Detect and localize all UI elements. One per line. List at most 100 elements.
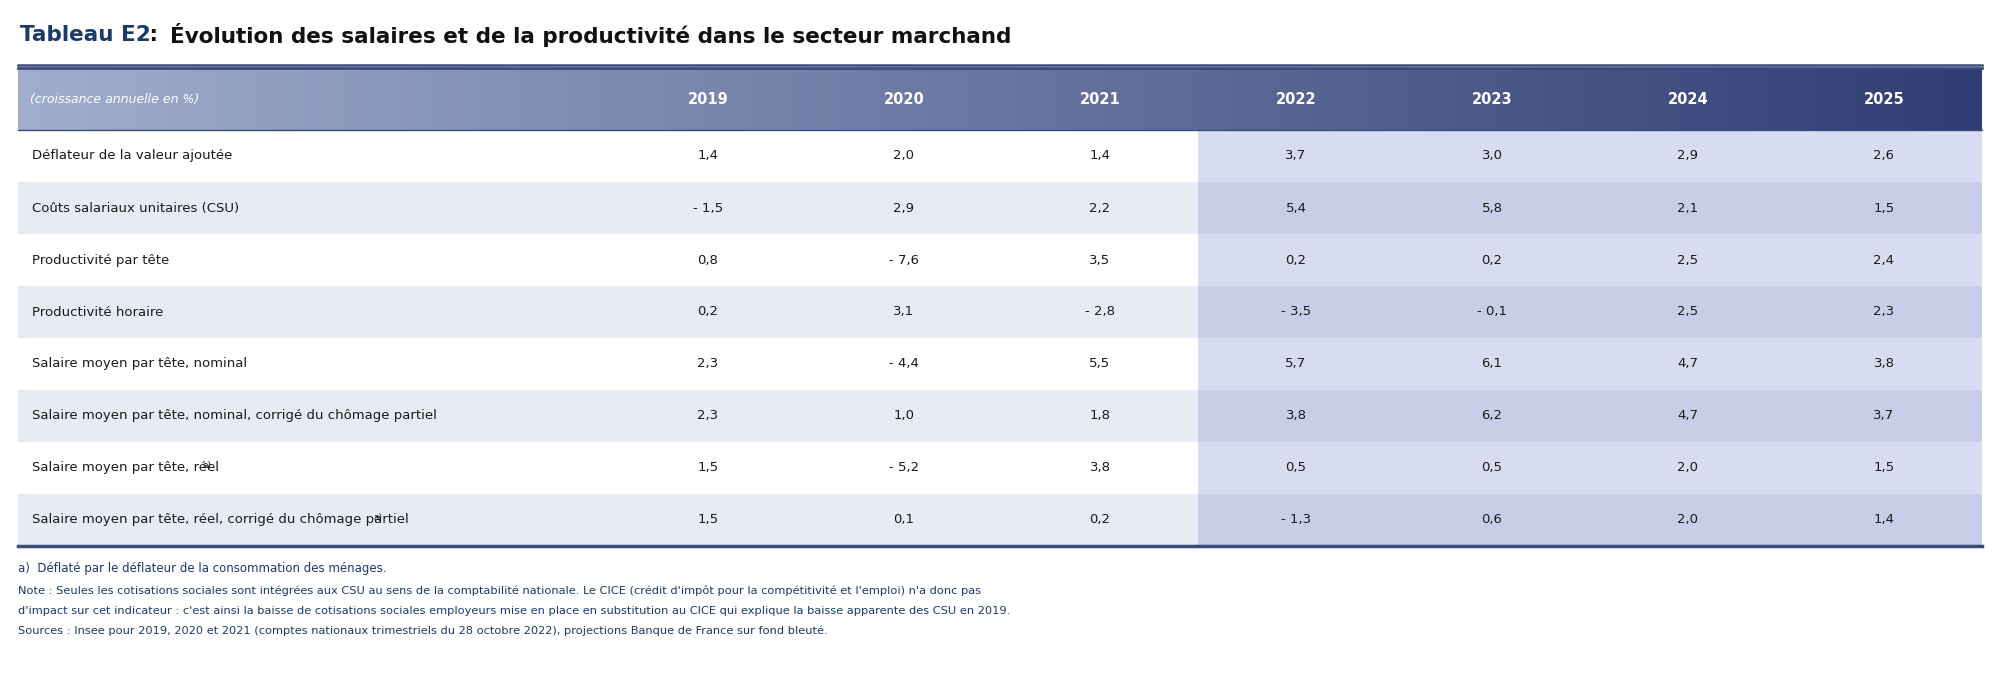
Bar [974,68,980,130]
Bar [1478,68,1484,130]
Bar [718,68,726,130]
Text: 1,5: 1,5 [698,514,718,526]
Bar [38,68,44,130]
Bar [968,68,974,130]
Text: 0,5: 0,5 [1482,461,1502,475]
Bar [254,68,260,130]
Text: 2,0: 2,0 [1678,514,1698,526]
Bar [1510,68,1518,130]
Text: 2022: 2022 [1276,91,1316,106]
Bar [1858,68,1864,130]
Bar [130,68,136,130]
Bar [954,68,960,130]
Bar [18,286,1982,338]
Bar [1052,68,1058,130]
Bar [1772,68,1780,130]
Bar [1124,68,1130,130]
Text: Productivité par tête: Productivité par tête [32,253,170,267]
Bar [1582,68,1590,130]
Bar [240,68,248,130]
Bar [1046,68,1052,130]
Bar [1198,286,1394,338]
Bar [1058,68,1066,130]
Text: 2021: 2021 [1080,91,1120,106]
Bar [1394,130,1590,182]
Bar [1394,442,1590,494]
Bar [686,68,692,130]
Text: - 2,8: - 2,8 [1084,306,1114,319]
Bar [1104,68,1112,130]
Bar [804,68,810,130]
Bar [1760,68,1766,130]
Bar [1636,68,1642,130]
Text: 2,0: 2,0 [1678,461,1698,475]
Bar [1198,130,1394,182]
Bar [1230,68,1236,130]
Bar [18,130,1982,182]
Text: 5,5: 5,5 [1090,358,1110,370]
Bar [1936,68,1942,130]
Text: Salaire moyen par tête, nominal, corrigé du chômage partiel: Salaire moyen par tête, nominal, corrigé… [32,409,436,422]
Bar [76,68,84,130]
Bar [1536,68,1544,130]
Bar [712,68,718,130]
Text: Salaire moyen par tête, nominal: Salaire moyen par tête, nominal [32,358,248,370]
Bar [1746,68,1752,130]
Bar [18,68,24,130]
Bar [1302,68,1308,130]
Bar [876,68,882,130]
Text: 2,3: 2,3 [1874,306,1894,319]
Bar [1320,68,1328,130]
Bar [608,68,614,130]
Text: 2,5: 2,5 [1678,306,1698,319]
Bar [948,68,954,130]
Text: 2,2: 2,2 [1090,202,1110,214]
Bar [188,68,194,130]
Bar [1418,68,1426,130]
Bar [980,68,986,130]
Bar [430,68,436,130]
Bar [582,68,588,130]
Bar [214,68,220,130]
Text: 0,6: 0,6 [1482,514,1502,526]
Bar [1786,494,1982,546]
Text: 1,0: 1,0 [894,409,914,422]
Bar [122,68,130,130]
Bar [1734,68,1740,130]
Bar [292,68,300,130]
Bar [1490,68,1498,130]
Bar [1118,68,1124,130]
Bar [1806,68,1812,130]
Text: a): a) [374,513,382,522]
Text: 3,0: 3,0 [1482,150,1502,162]
Bar [1550,68,1556,130]
Text: 2,4: 2,4 [1874,253,1894,267]
Bar [732,68,738,130]
Text: Déflateur de la valeur ajoutée: Déflateur de la valeur ajoutée [32,150,232,162]
Bar [1394,390,1590,442]
Bar [482,68,490,130]
Bar [182,68,188,130]
Bar [1394,338,1590,390]
Bar [1968,68,1976,130]
Bar [784,68,790,130]
Bar [1590,390,1786,442]
Bar [220,68,228,130]
Bar [1798,68,1806,130]
Text: 0,2: 0,2 [1090,514,1110,526]
Text: Salaire moyen par tête, réel, corrigé du chômage partiel: Salaire moyen par tête, réel, corrigé du… [32,514,408,526]
Bar [194,68,202,130]
Text: 1,4: 1,4 [1874,514,1894,526]
Bar [300,68,306,130]
Bar [1170,68,1176,130]
Bar [1328,68,1334,130]
Bar [1268,68,1274,130]
Bar [758,68,764,130]
Bar [110,68,116,130]
Text: - 1,3: - 1,3 [1280,514,1312,526]
Bar [156,68,162,130]
Text: Salaire moyen par tête, réel: Salaire moyen par tête, réel [32,461,220,475]
Bar [1602,68,1608,130]
Bar [1864,68,1870,130]
Bar [1668,68,1674,130]
